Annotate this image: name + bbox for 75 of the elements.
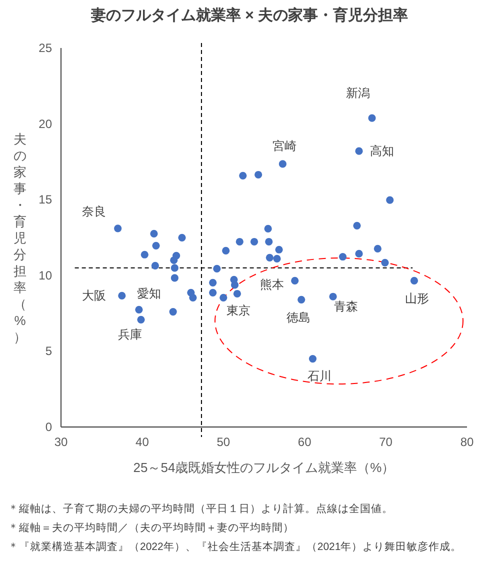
- point: [170, 256, 178, 264]
- annotation: 青森: [334, 300, 358, 314]
- annotation: 熊本: [260, 278, 284, 292]
- text: 夫の家事・育児分担率（%）: [14, 132, 26, 344]
- point: [374, 244, 382, 253]
- point: [137, 316, 145, 324]
- y-tick-label: 25: [38, 41, 52, 55]
- x-tick-label: 40: [136, 435, 150, 449]
- point: [410, 276, 418, 285]
- point: [275, 246, 283, 254]
- annotation: 石川: [308, 368, 332, 383]
- point: [381, 258, 389, 266]
- point: [114, 224, 122, 232]
- annotation: 山形: [405, 292, 430, 306]
- point: [189, 294, 197, 302]
- y-tick-label: 20: [38, 116, 52, 131]
- point: [355, 147, 363, 155]
- point: [152, 242, 160, 250]
- point: [209, 278, 217, 286]
- point: [386, 196, 394, 204]
- point: [140, 250, 148, 258]
- point: [118, 292, 126, 300]
- annotation: 高知: [370, 144, 394, 158]
- annotation: 大阪: [82, 288, 106, 303]
- point: [178, 234, 186, 242]
- x-tick-label: 70: [379, 435, 393, 449]
- point: [151, 262, 159, 270]
- point: [220, 294, 228, 302]
- y-tick-label: 10: [38, 268, 52, 282]
- x-tick-label: 80: [460, 435, 474, 449]
- x-tick-label: 50: [216, 435, 230, 449]
- annotation: 新潟: [346, 86, 370, 100]
- y-tick-label: 5: [45, 344, 52, 358]
- point: [298, 296, 306, 304]
- annotation: 東京: [226, 304, 250, 318]
- x-tick-label: 30: [54, 435, 68, 449]
- point: [368, 114, 376, 122]
- point: [266, 254, 274, 262]
- chart-title: 妻のフルタイム就業率 × 夫の家事・育児分担率: [90, 6, 408, 24]
- x-tick-label: 60: [298, 435, 312, 449]
- point: [273, 254, 281, 263]
- point: [278, 160, 286, 168]
- point: [353, 222, 361, 230]
- point: [209, 288, 217, 296]
- point: [265, 238, 273, 246]
- point: [222, 246, 230, 254]
- point: [355, 250, 363, 258]
- y-tick-label: 0: [45, 420, 52, 434]
- point: [250, 238, 258, 246]
- point: [169, 308, 177, 316]
- annotation: 徳島: [286, 310, 310, 325]
- point: [236, 238, 244, 246]
- point: [254, 170, 262, 179]
- point: [308, 354, 317, 363]
- point: [291, 276, 299, 285]
- point: [329, 292, 337, 300]
- point: [233, 290, 242, 298]
- annotation: 兵庫: [118, 328, 142, 342]
- point: [170, 274, 178, 282]
- point: [239, 172, 247, 180]
- text: ＊『就業構造基本調査』（2022年）、『社会生活基本調査』（2021年）より舞田敏彦作成。: [8, 540, 462, 553]
- x-axis-title: 25～54歳既婚女性のフルタイム就業率（%）: [133, 460, 395, 475]
- point: [135, 306, 143, 314]
- point: [150, 230, 158, 238]
- point: [338, 252, 347, 261]
- y-tick-label: 15: [38, 192, 52, 207]
- text: ＊縦軸は、子育て期の夫婦の平均時間（平日１日）より計算。点線は全国値。: [8, 502, 393, 515]
- point: [264, 224, 272, 233]
- point: [230, 281, 239, 289]
- annotation: 奈良: [82, 204, 106, 218]
- point: [170, 264, 178, 272]
- text: ＊縦軸＝夫の平均時間／（夫の平均時間＋妻の平均時間）: [8, 521, 294, 534]
- annotation: 宮崎: [272, 138, 297, 153]
- annotation: 愛知: [136, 286, 161, 301]
- point: [213, 264, 221, 273]
